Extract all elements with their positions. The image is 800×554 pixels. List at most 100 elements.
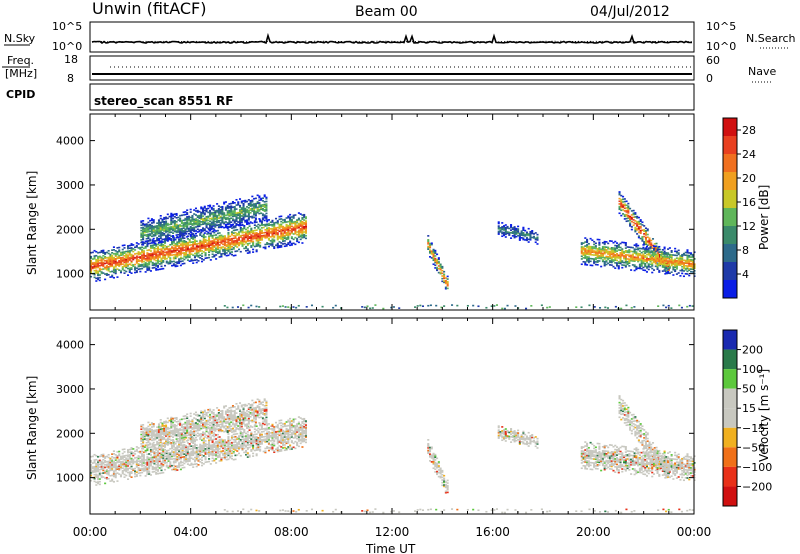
power-cell [605,263,608,266]
cpid-text: stereo_scan 8551 RF [94,94,233,109]
power-cell [111,263,114,266]
velocity-cell [123,468,126,470]
velocity-cell [130,459,133,461]
power-cell [109,254,112,257]
power-cell [167,248,170,250]
power-cell [240,211,243,213]
power-cell [596,259,599,262]
power-cell [172,248,175,251]
power-cell [192,259,195,262]
power-cell [688,268,691,270]
power-cell [280,238,283,240]
velocity-cell [220,451,223,454]
power-cell [172,213,175,216]
power-cell [148,258,151,261]
power-cell [644,254,647,257]
power-cell [625,200,628,203]
power-colorbar-tick-label: 24 [742,148,756,161]
power-cell [159,230,162,233]
velocity-cell [186,447,189,449]
power-cell [112,268,115,271]
power-cell [679,259,682,261]
power-cell [681,253,684,256]
power-cell [126,247,130,250]
power-cell [689,264,693,266]
power-cell [261,205,264,207]
power-cell [621,249,624,252]
power-cell [212,214,215,217]
power-cell [116,253,119,256]
power-cell [159,228,162,230]
power-cell [194,230,198,232]
power-cell [501,228,504,231]
velocity-cell [139,456,142,458]
power-cell [644,238,647,240]
power-cell [429,304,432,307]
power-cell [195,240,198,243]
power-cell [631,264,634,266]
power-cell [102,250,105,253]
power-cell [263,219,266,222]
velocity-cell [167,449,170,452]
power-cell [607,257,610,259]
velocity-cell [237,448,241,451]
power-cell [186,228,189,230]
power-cell [280,220,283,223]
power-cell [303,221,306,224]
power-cell [594,246,597,249]
velocity-cell [149,454,152,456]
power-cell [172,247,175,249]
velocity-cell [104,470,107,473]
power-cell [188,240,191,243]
power-cell [121,256,124,259]
power-cell [290,216,293,218]
power-cell [118,250,121,253]
power-cell [200,214,203,217]
velocity-cell [234,458,237,461]
velocity-cell [111,462,114,465]
power-cell [216,221,219,224]
power-cell [187,218,190,220]
power-cell [263,210,266,212]
power-cell [290,225,293,228]
power-cell [267,223,270,225]
power-cell [185,245,188,247]
power-cell [593,243,596,246]
power-cell [128,259,131,262]
power-cell [137,264,140,267]
power-cell [626,254,629,256]
power-cell [98,268,101,271]
power-cell [182,231,185,234]
velocity-cell [102,476,105,478]
velocity-cell [141,462,144,465]
power-cell [140,227,143,229]
velocity-cell [97,469,100,471]
power-cell [208,248,211,251]
power-cell [656,249,659,252]
power-cell [144,264,147,267]
power-cell [297,222,300,225]
power-cell [661,263,664,266]
power-cell [299,231,302,234]
power-cell [199,246,202,249]
velocity-cell [105,470,108,472]
power-cell [228,212,231,215]
power-cell [615,263,619,266]
power-cell [524,235,527,237]
velocity-cell [125,464,128,466]
power-cell [165,247,168,249]
velocity-cell [200,464,204,467]
power-cell [244,207,247,210]
power-cell [197,246,200,249]
power-cell [649,247,652,250]
power-cell [689,270,693,273]
power-cell [631,250,634,253]
power-cell [614,305,617,308]
power-cell [269,221,272,224]
power-cell [243,234,246,236]
power-cell [642,248,645,250]
power-cell [137,251,140,253]
power-cell [643,229,646,231]
power-cell [160,248,163,250]
velocity-cell [98,471,101,474]
